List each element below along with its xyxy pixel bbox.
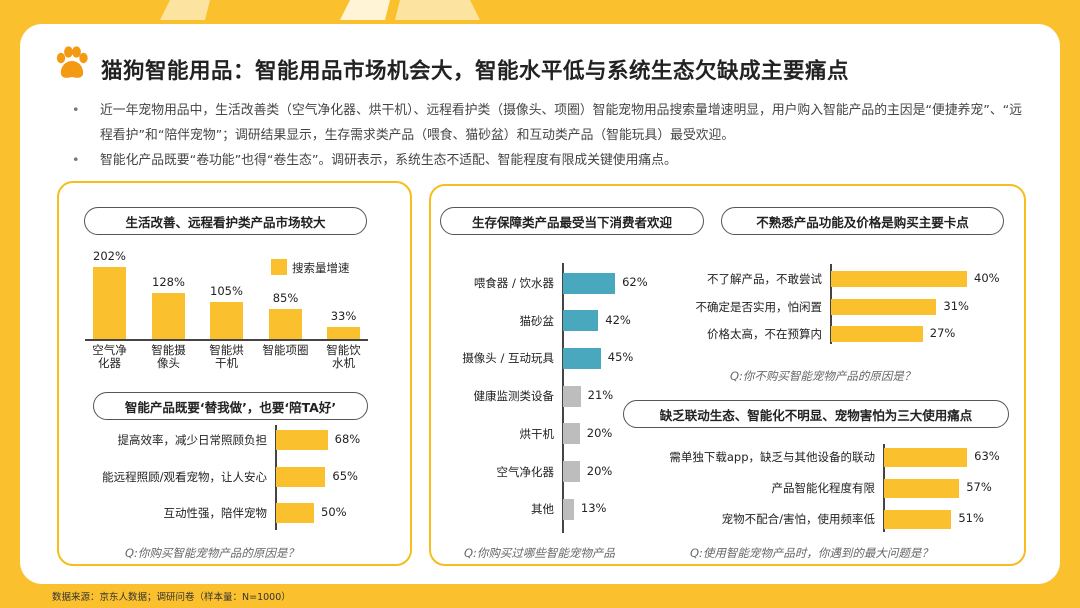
chart-title-not-buy-reasons: 不熟悉产品功能及价格是购买主要卡点 <box>721 207 1004 235</box>
bar <box>563 272 616 294</box>
question-products-bought: Q:你购买过哪些智能宠物产品 <box>464 546 615 560</box>
data-label: 21% <box>587 388 614 403</box>
category-label: 其他 <box>531 502 554 517</box>
bullet-item: 智能化产品既要“卷功能”也得“卷生态”。调研表示，系统生态不适配、智能程度有限成… <box>72 148 1032 173</box>
category-label: 智能烘 干机 <box>209 343 244 370</box>
y-axis <box>275 425 277 530</box>
bar <box>563 347 601 369</box>
data-source: 数据来源：京东人数据；调研问卷（样本量：N=1000） <box>52 592 291 603</box>
page-title: 猫狗智能用品：智能用品市场机会大，智能水平低与系统生态欠缺成主要痛点 <box>101 59 850 84</box>
y-axis <box>883 444 885 532</box>
category-label: 价格太高，不在预算内 <box>707 327 822 341</box>
x-axis <box>85 339 368 341</box>
data-label: 50% <box>321 505 347 519</box>
right-panel <box>429 184 1026 566</box>
category-label: 摄像头 / 互动玩具 <box>462 351 554 366</box>
category-label: 智能摄 像头 <box>151 343 186 370</box>
bar <box>831 298 937 315</box>
paw-icon <box>56 46 88 78</box>
top-decoration <box>160 0 480 20</box>
bar <box>93 267 126 339</box>
bullet-item: 近一年宠物用品中，生活改善类（空气净化器、烘干机）、远程看护类（摄像头、项圈）智… <box>72 98 1032 148</box>
category-label: 智能项圈 <box>262 343 309 357</box>
bar <box>884 478 960 498</box>
data-label: 62% <box>622 275 648 289</box>
data-label: 128% <box>152 275 185 290</box>
category-label: 能远程照顾/观看宠物，让人安心 <box>102 469 267 484</box>
data-label: 42% <box>605 312 631 327</box>
category-label: 不确定是否实用，怕闲置 <box>695 299 823 314</box>
data-label: 65% <box>332 468 358 483</box>
bar <box>884 509 952 529</box>
chart-title-purchase-reasons: 智能产品既要‘替我做’，也要‘陪TA好’ <box>93 392 368 420</box>
bar <box>327 327 360 339</box>
category-label: 宠物不配合/害怕，使用频率低 <box>721 512 875 526</box>
question-purchase-reasons: Q:你购买智能宠物产品的原因是？ <box>125 546 299 560</box>
category-label: 需单独下载app，缺乏与其他设备的联动 <box>669 450 875 464</box>
left-panel <box>57 181 412 566</box>
bar <box>563 423 580 445</box>
data-label: 27% <box>929 326 956 340</box>
data-label: 13% <box>580 501 607 516</box>
legend-swatch <box>271 259 287 275</box>
chart-title-products-bought: 生存保障类产品最受当下消费者欢迎 <box>440 207 704 235</box>
data-label: 20% <box>586 425 613 440</box>
bar <box>831 326 923 342</box>
category-label: 烘干机 <box>519 426 555 441</box>
data-label: 68% <box>334 432 361 446</box>
y-axis <box>830 264 832 344</box>
category-label: 猫砂盆 <box>519 313 555 328</box>
category-label: 喂食器 / 饮水器 <box>473 276 554 290</box>
data-label: 202% <box>93 249 126 263</box>
data-label: 105% <box>210 283 243 298</box>
data-label: 45% <box>607 350 634 365</box>
bar <box>884 447 968 467</box>
bar <box>276 466 326 487</box>
bar <box>269 308 302 339</box>
bar <box>831 271 967 287</box>
data-label: 63% <box>974 449 1000 463</box>
data-label: 57% <box>966 480 992 494</box>
data-label: 51% <box>958 511 984 525</box>
bar <box>563 385 581 407</box>
y-axis <box>562 263 564 533</box>
category-label: 空气净化器 <box>496 464 555 479</box>
chart-title-usage-pain: 缺乏联动生态、智能化不明显、宠物害怕为三大使用痛点 <box>623 400 1009 428</box>
bar <box>210 301 243 339</box>
data-label: 33% <box>330 309 357 324</box>
category-label: 提高效率，减少日常照顾负担 <box>117 433 268 447</box>
question-usage-pain: Q:使用智能宠物产品时，你遇到的最大问题是？ <box>690 546 933 560</box>
bar <box>563 498 574 520</box>
bar <box>563 310 599 332</box>
bar <box>152 293 185 339</box>
data-label: 20% <box>586 463 613 478</box>
bar <box>563 461 580 482</box>
category-label: 产品智能化程度有限 <box>771 481 876 495</box>
category-label: 智能饮 水机 <box>326 343 361 370</box>
chart-title-search-growth: 生活改善、远程看护类产品市场较大 <box>84 207 367 235</box>
summary-bullets: 近一年宠物用品中，生活改善类（空气净化器、烘干机）、远程看护类（摄像头、项圈）智… <box>72 98 1032 173</box>
category-label: 健康监测类设备 <box>473 389 555 404</box>
data-label: 85% <box>272 290 299 305</box>
category-label: 空气净 化器 <box>92 343 127 370</box>
data-label: 40% <box>974 271 1000 285</box>
bar <box>276 430 328 450</box>
legend-label: 搜索量增速 <box>292 261 350 275</box>
question-not-buy-reasons: Q:你不购买智能宠物产品的原因是？ <box>730 369 916 383</box>
data-label: 31% <box>943 298 969 313</box>
category-label: 不了解产品，不敢尝试 <box>707 272 822 286</box>
bar <box>276 503 314 523</box>
category-label: 互动性强，陪伴宠物 <box>163 506 268 520</box>
